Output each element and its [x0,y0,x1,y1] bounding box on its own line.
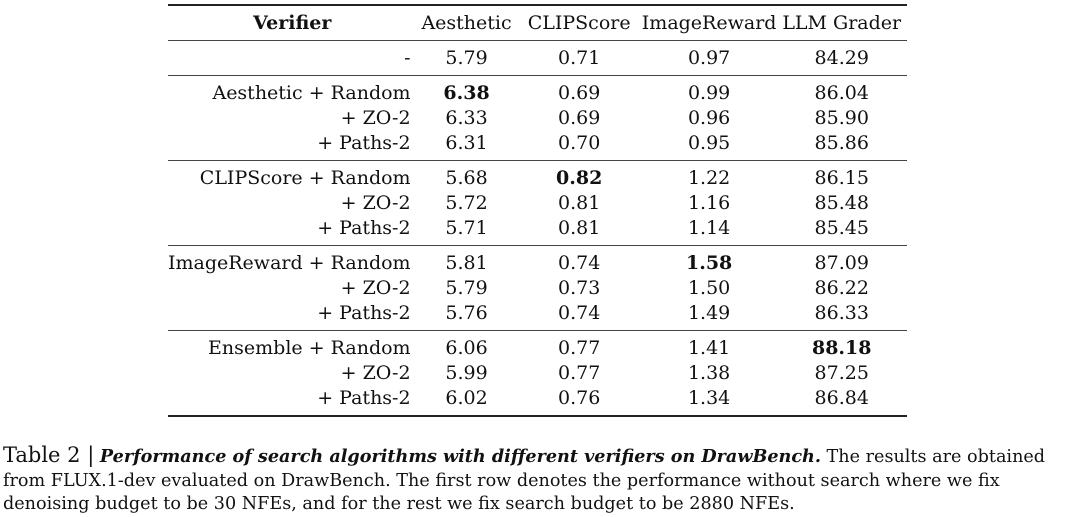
cell-clipscore: 0.73 [558,277,601,299]
cell-aesthetic: 5.79 [445,47,488,69]
cell-clipscore: 0.81 [558,192,601,214]
cell-llm-grader: 87.25 [814,362,869,384]
table-caption: Table 2 | Performance of search algorith… [3,443,1078,517]
table-row: + Paths-2 6.31 0.70 0.95 85.86 [168,131,907,161]
cell-imagereward: 0.99 [687,82,731,104]
header-aesthetic: Aesthetic [421,12,512,34]
cell-llm-grader: 87.09 [814,252,869,274]
cell-aesthetic: 6.31 [445,132,488,154]
cell-aesthetic: 6.02 [445,387,488,409]
table-row: + Paths-2 5.76 0.74 1.49 86.33 [168,301,907,331]
cell-imagereward: 1.14 [687,217,731,239]
cell-llm-grader: 86.15 [814,167,869,189]
cell-aesthetic: 5.81 [445,252,488,274]
cell-llm-grader: 84.29 [814,47,869,69]
caption-title: Performance of search algorithms with di… [99,446,821,467]
cell-llm-grader: 85.45 [814,217,869,239]
cell-llm-grader: 88.18 [811,337,872,359]
cell-verifier: + ZO-2 [340,107,411,129]
table-row: + ZO-2 5.99 0.77 1.38 87.25 [168,361,907,386]
cell-clipscore: 0.74 [558,252,601,274]
cell-imagereward: 0.95 [687,132,731,154]
caption-body: The results are obtained from FLUX.1-dev… [3,447,1046,514]
cell-llm-grader: 85.90 [814,107,869,129]
cell-clipscore: 0.70 [558,132,601,154]
cell-aesthetic: 6.06 [445,337,488,359]
cell-verifier: Ensemble + Random [208,337,411,359]
caption-label: Table 2 | [3,443,95,467]
cell-aesthetic: 6.33 [445,107,488,129]
cell-verifier: + ZO-2 [340,362,411,384]
table-row: CLIPScore + Random 5.68 0.82 1.22 86.15 [168,160,907,192]
cell-imagereward: 1.38 [687,362,731,384]
cell-imagereward: 0.96 [687,107,731,129]
table-header-row: Verifier Aesthetic CLIPScore ImageReward… [168,5,907,41]
table-row: + ZO-2 5.72 0.81 1.16 85.48 [168,191,907,216]
cell-imagereward: 1.16 [687,192,731,214]
table-row: Aesthetic + Random 6.38 0.69 0.99 86.04 [168,75,907,107]
cell-verifier: CLIPScore + Random [199,167,411,189]
cell-aesthetic: 5.68 [445,167,488,189]
table-row: - 5.79 0.71 0.97 84.29 [168,40,907,76]
cell-clipscore: 0.74 [558,302,601,324]
cell-imagereward: 1.49 [687,302,731,324]
cell-verifier: + Paths-2 [317,387,411,409]
cell-verifier: - [404,47,411,69]
cell-llm-grader: 86.04 [814,82,869,104]
header-verifier: Verifier [253,12,332,34]
cell-aesthetic: 6.38 [443,82,490,104]
cell-aesthetic: 5.76 [445,302,488,324]
cell-clipscore: 0.82 [556,167,603,189]
cell-verifier: + Paths-2 [317,302,411,324]
cell-llm-grader: 86.22 [814,277,869,299]
cell-verifier: ImageReward + Random [168,252,411,274]
cell-clipscore: 0.71 [558,47,601,69]
cell-llm-grader: 85.86 [814,132,869,154]
cell-llm-grader: 86.84 [814,387,869,409]
table-row: + Paths-2 5.71 0.81 1.14 85.45 [168,216,907,246]
table-row: Ensemble + Random 6.06 0.77 1.41 88.18 [168,330,907,362]
results-table: Verifier Aesthetic CLIPScore ImageReward… [168,4,907,417]
header-llm-grader: LLM Grader [782,12,902,34]
cell-verifier: + ZO-2 [340,277,411,299]
cell-clipscore: 0.77 [558,337,601,359]
cell-verifier: + Paths-2 [317,132,411,154]
cell-aesthetic: 5.72 [445,192,488,214]
results-table-container: Verifier Aesthetic CLIPScore ImageReward… [168,4,907,417]
table-row: + ZO-2 5.79 0.73 1.50 86.22 [168,276,907,301]
cell-aesthetic: 5.79 [445,277,488,299]
table-row: + Paths-2 6.02 0.76 1.34 86.84 [168,386,907,416]
cell-imagereward: 1.34 [687,387,731,409]
cell-imagereward: 1.41 [687,337,731,359]
table-row: ImageReward + Random 5.81 0.74 1.58 87.09 [168,245,907,277]
cell-imagereward: 1.58 [685,252,733,274]
cell-llm-grader: 85.48 [814,192,869,214]
header-imagereward: ImageReward [641,12,777,34]
cell-imagereward: 1.50 [687,277,731,299]
table-row: + ZO-2 6.33 0.69 0.96 85.90 [168,106,907,131]
cell-clipscore: 0.69 [558,107,601,129]
cell-clipscore: 0.81 [558,217,601,239]
cell-clipscore: 0.76 [558,387,601,409]
cell-clipscore: 0.69 [558,82,601,104]
cell-llm-grader: 86.33 [814,302,869,324]
cell-clipscore: 0.77 [558,362,601,384]
cell-aesthetic: 5.71 [445,217,488,239]
cell-imagereward: 1.22 [687,167,731,189]
cell-verifier: + ZO-2 [340,192,411,214]
table-body: - 5.79 0.71 0.97 84.29 Aesthetic + Random 6.38… [168,40,907,416]
cell-verifier: Aesthetic + Random [212,82,411,104]
header-clipscore: CLIPScore [527,12,631,34]
cell-aesthetic: 5.99 [445,362,488,384]
cell-verifier: + Paths-2 [317,217,411,239]
cell-imagereward: 0.97 [687,47,731,69]
